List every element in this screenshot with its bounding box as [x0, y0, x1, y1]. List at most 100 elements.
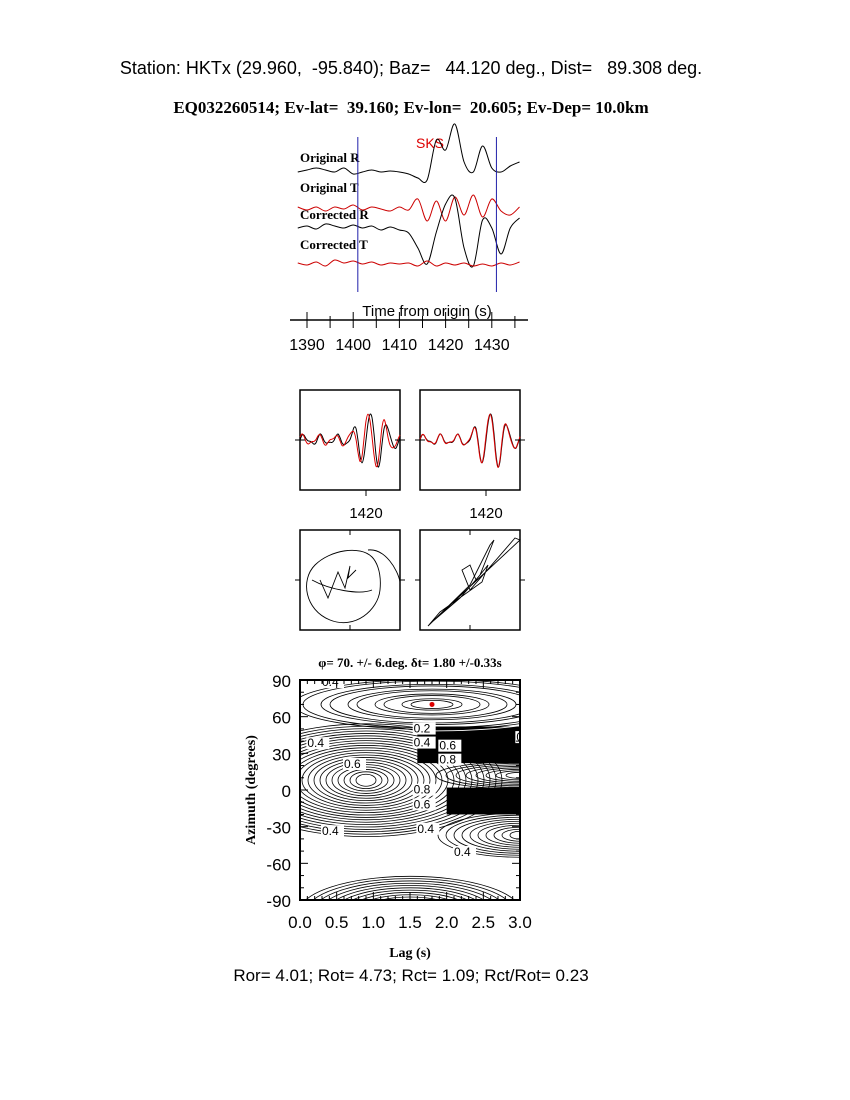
contour-label-text: 0.	[516, 730, 526, 744]
x-tick-label: 1.0	[362, 913, 386, 932]
contour-label-text: 0.4	[322, 675, 339, 689]
contour-line	[355, 773, 377, 787]
contour-lines: 0.20.4 0.60.80.0.40.40.60.80.60.4 0.40.4	[300, 675, 526, 900]
trace-label-corrected-r: Corrected R	[300, 207, 369, 222]
best-fit-marker	[429, 701, 435, 707]
contour-label-bg	[412, 798, 436, 811]
time-tick-label: 1420	[428, 337, 464, 354]
contour-line	[505, 771, 520, 779]
contour-label-bg	[306, 737, 330, 750]
contour-label-bg	[412, 783, 436, 796]
contour-label-text: 0.8	[414, 783, 431, 797]
waveforms	[295, 413, 405, 496]
contour-line	[300, 733, 479, 828]
contour-line	[300, 728, 491, 833]
time-axis-label: Time from origin (s)	[362, 303, 491, 320]
contour-line	[445, 762, 520, 788]
contour-label: 0.4	[321, 675, 344, 689]
contour-label-text: 0.6	[414, 797, 431, 811]
contour-line	[477, 822, 520, 848]
particle-motion-before	[295, 529, 405, 631]
contour-line	[320, 880, 500, 900]
waveform-panel-after: 1420	[415, 389, 525, 522]
contour-label-text: 0.4	[414, 736, 431, 750]
particle-motion-path	[306, 549, 401, 624]
contour-line	[435, 761, 520, 790]
particle-motion-path	[427, 537, 521, 627]
contour-label: 0.4	[321, 824, 344, 838]
ratios-text: Ror= 4.01; Rot= 4.73; Rct= 1.09; Rct/Rot…	[233, 966, 588, 985]
contour-line	[313, 757, 419, 804]
contour-label: 0.4	[416, 822, 440, 836]
contour-line	[305, 875, 515, 900]
contour-label-bg	[438, 739, 462, 752]
contour-label: 0.4	[306, 736, 330, 750]
y-tick-label: -60	[266, 855, 291, 874]
time-tick-label: 1390	[289, 337, 325, 354]
trace-panel: SKS Original R Original T Corrected R Co…	[289, 123, 528, 354]
contour-line	[300, 725, 497, 835]
trace-corrected-t	[297, 259, 520, 267]
contour-line	[461, 818, 520, 852]
contour-line	[493, 826, 520, 844]
contour-label-bg	[343, 758, 366, 770]
contour-title: φ= 70. +/- 6.deg. δt= 1.80 +/-0.33s	[318, 655, 502, 670]
contour-line	[401, 698, 463, 711]
contour-line	[365, 691, 499, 717]
y-tick-label: 90	[272, 672, 291, 691]
trace-label-original-t: Original T	[300, 180, 359, 195]
contour-line	[485, 824, 520, 846]
contour-label: 0.	[515, 730, 526, 744]
waveforms	[415, 413, 525, 496]
contour-line	[300, 742, 455, 818]
x-axis-label: Lag (s)	[389, 946, 431, 961]
contour-line	[343, 769, 389, 792]
x-tick-label: 0.5	[325, 913, 349, 932]
y-tick-label: 60	[272, 709, 291, 728]
time-tick-label: 1410	[382, 337, 418, 354]
time-tick-label: 1400	[335, 337, 371, 354]
contour-line	[509, 830, 520, 840]
contour-label-text: 0.4	[417, 822, 434, 836]
phase-label: SKS	[416, 135, 444, 151]
contour-line	[301, 752, 431, 809]
contour-line	[312, 878, 508, 900]
contour-label: 0.4	[453, 845, 476, 859]
panel-frame	[419, 529, 521, 631]
contour-label-bg	[515, 731, 520, 744]
contour-line	[410, 699, 454, 709]
contour-label: 0.2	[412, 722, 436, 736]
contour-label-bg	[438, 753, 462, 766]
waveform-black	[419, 413, 521, 468]
contour-line	[300, 749, 437, 811]
contour-line	[445, 814, 520, 856]
dense-contour-band	[446, 787, 520, 815]
contour-label-text: 0.8	[439, 753, 456, 767]
contour-label-bg	[412, 736, 436, 749]
waveform-red	[419, 413, 521, 468]
event-info: EQ032260514; Ev-lat= 39.160; Ev-lon= 20.…	[173, 98, 649, 117]
contour-line	[307, 754, 425, 806]
x-tick-label: 1.5	[398, 913, 422, 932]
contour-label: 0.4	[412, 736, 436, 750]
contour-line	[335, 885, 485, 900]
contour-line	[465, 765, 520, 785]
tick-label: 1420	[469, 505, 502, 522]
trace-corrected-r	[297, 194, 520, 268]
time-tick-label: 1430	[474, 337, 510, 354]
contour-line	[349, 771, 383, 790]
trace-original-r	[297, 123, 520, 183]
contour-line	[351, 889, 469, 900]
contour-label-bg	[412, 722, 436, 735]
contour-label-text: 0.4	[322, 824, 339, 838]
contour-label-bg	[321, 825, 344, 838]
contour-plot: φ= 70. +/- 6.deg. δt= 1.80 +/-0.33s 0.20…	[244, 655, 532, 961]
y-axis-label: Azimuth (degrees)	[244, 735, 259, 845]
waveform-black	[299, 413, 401, 468]
contour-line	[475, 767, 520, 784]
contour-line	[469, 820, 520, 850]
panel-frame	[299, 529, 401, 631]
contour-line	[327, 882, 493, 900]
contour-line	[343, 887, 477, 900]
